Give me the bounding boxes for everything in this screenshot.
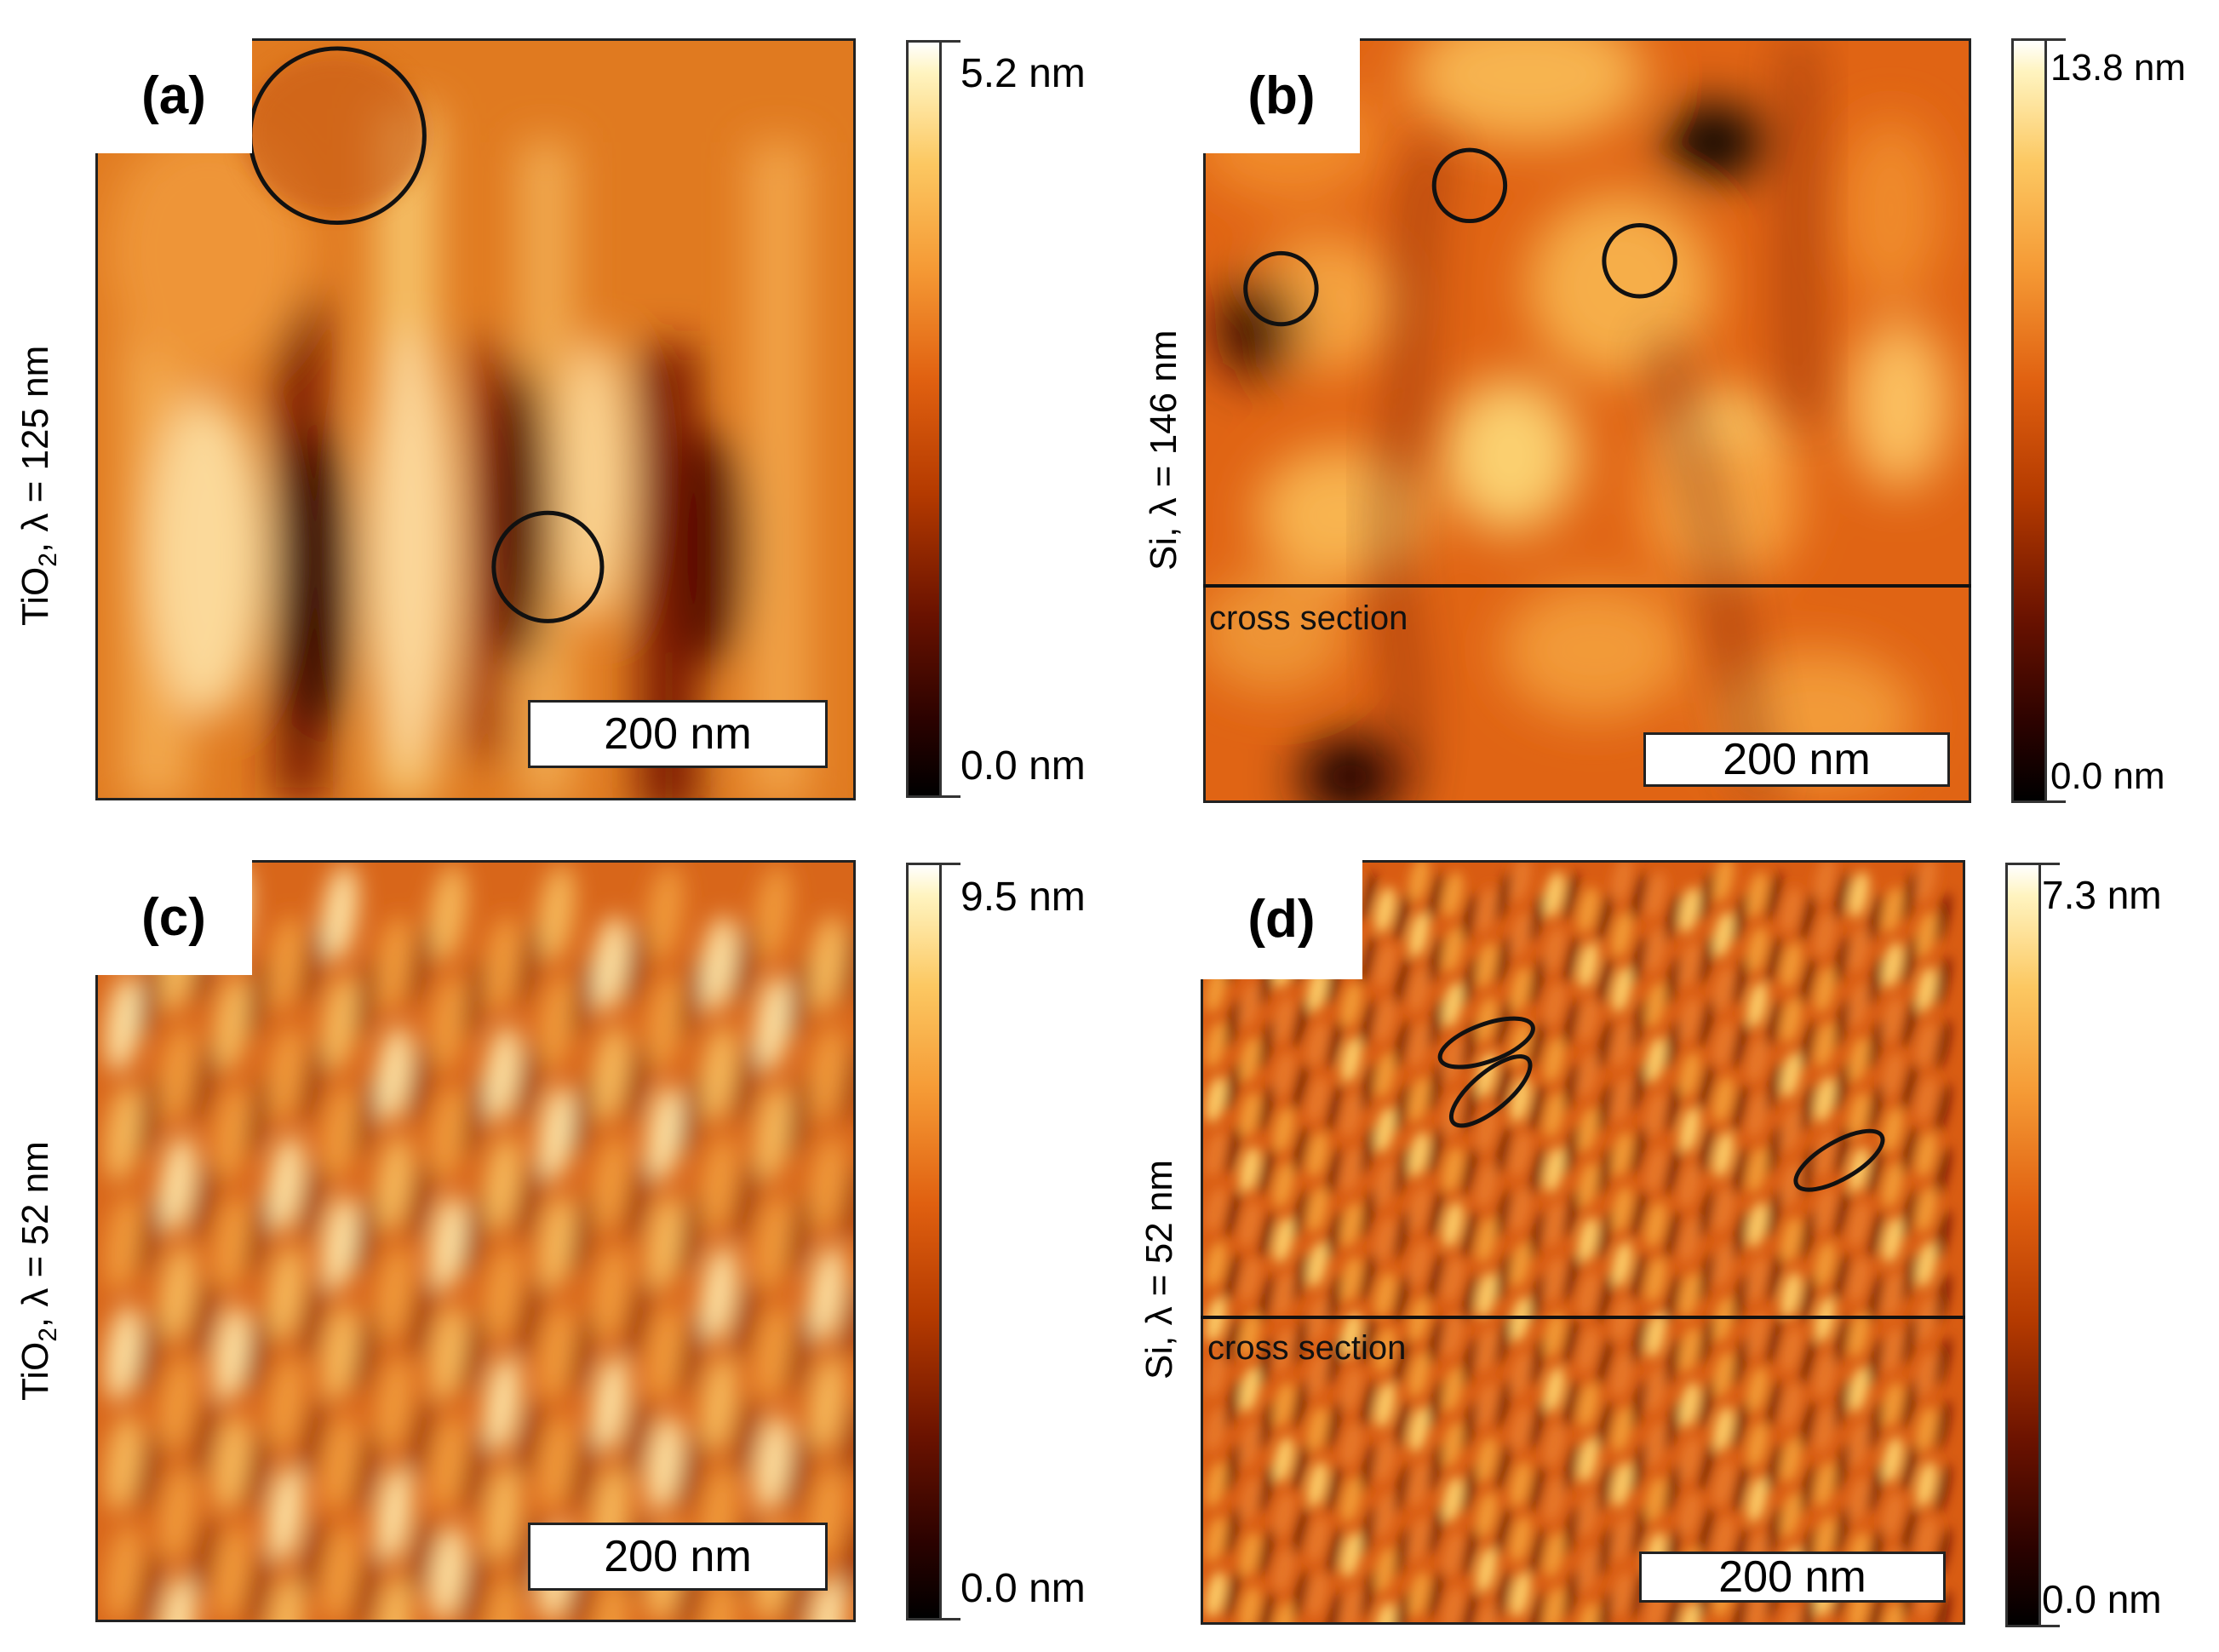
panel-b-ylabel: Si, λ = 146 nm: [1143, 330, 1190, 571]
colorbar-c: [906, 863, 942, 1620]
panel-c-material: TiO: [14, 1341, 56, 1401]
defect-ellipse: [1437, 1016, 1535, 1070]
panel-label-b: (b): [1203, 38, 1360, 153]
colorbar-d: [2005, 863, 2041, 1627]
afm-image-a: [95, 38, 856, 800]
panel-d-ylabel: Si, λ = 52 nm: [1138, 1159, 1185, 1380]
panel-a-subscript: 2: [33, 553, 62, 567]
colorbar-max-a: 5.2 nm: [960, 51, 1086, 96]
defect-circle: [1243, 250, 1319, 327]
colorbar-max-b: 13.8 nm: [2050, 47, 2186, 89]
panel-label-a: (a): [95, 38, 252, 153]
colorbar-min-b: 0.0 nm: [2050, 755, 2165, 797]
cross-section-line-d: [1201, 1316, 1965, 1319]
scale-bar-d: 200 nm: [1639, 1552, 1946, 1603]
cross-section-label-d: cross section: [1207, 1329, 1407, 1367]
colorbar-tick: [942, 40, 960, 43]
scale-bar-b: 200 nm: [1643, 732, 1950, 787]
colorbar-a: [906, 40, 942, 798]
colorbar-tick: [942, 795, 960, 798]
colorbar-tick: [942, 1618, 960, 1620]
panel-b-material: Si: [1143, 536, 1184, 571]
defect-circle: [1602, 223, 1677, 299]
panel-c-lambda: , λ = 52 nm: [14, 1141, 56, 1328]
scale-bar-a: 200 nm: [528, 700, 828, 768]
afm-image-c: [95, 860, 856, 1622]
panel-c-ylabel: TiO2, λ = 52 nm: [14, 1141, 62, 1401]
colorbar-tick: [2047, 38, 2066, 41]
panel-d-lambda: , λ = 52 nm: [1138, 1159, 1180, 1346]
cross-section-label-b: cross section: [1209, 599, 1408, 637]
panel-label-c: (c): [95, 860, 252, 975]
panel-a-ylabel: TiO2, λ = 125 nm: [14, 345, 62, 626]
colorbar-min-a: 0.0 nm: [960, 743, 1086, 789]
colorbar-max-c: 9.5 nm: [960, 875, 1086, 920]
colorbar-min-d: 0.0 nm: [2042, 1577, 2162, 1621]
defect-circle: [491, 510, 605, 623]
afm-image-d: [1201, 860, 1965, 1625]
colorbar-tick: [2041, 1625, 2060, 1627]
panel-c-subscript: 2: [33, 1328, 62, 1342]
panel-label-d: (d): [1201, 860, 1362, 979]
colorbar-b: [2011, 38, 2047, 803]
cross-section-line-b: [1203, 584, 1971, 588]
panel-b-lambda: , λ = 146 nm: [1143, 330, 1184, 537]
colorbar-tick: [942, 863, 960, 865]
defect-ellipse: [1793, 1128, 1885, 1192]
afm-image-b: [1203, 38, 1971, 803]
panel-a-material: TiO: [14, 566, 56, 626]
colorbar-min-c: 0.0 nm: [960, 1566, 1086, 1611]
panel-d-material: Si: [1138, 1345, 1180, 1380]
defect-ellipse: [1448, 1054, 1533, 1128]
colorbar-tick: [2047, 800, 2066, 803]
panel-a-lambda: , λ = 125 nm: [14, 345, 56, 554]
colorbar-max-d: 7.3 nm: [2042, 873, 2162, 917]
scale-bar-c: 200 nm: [528, 1523, 828, 1591]
colorbar-tick: [2041, 863, 2060, 865]
defect-circle: [1431, 147, 1508, 224]
